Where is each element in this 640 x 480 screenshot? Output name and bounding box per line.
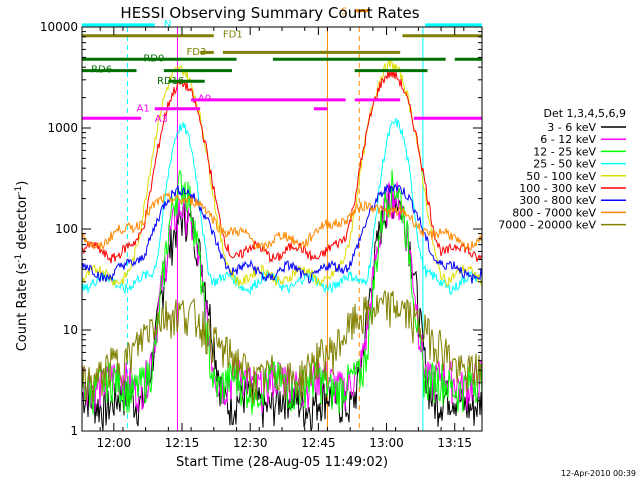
x-tick-label: 12:30 bbox=[233, 436, 268, 450]
series-line bbox=[81, 59, 483, 288]
series-line bbox=[81, 169, 483, 415]
legend-entry-label: 100 - 300 keV bbox=[519, 182, 596, 195]
legend-entry-label: 12 - 25 keV bbox=[533, 145, 596, 158]
chart-title: HESSI Observing Summary Count Rates bbox=[120, 4, 419, 22]
y-tick-label: 10000 bbox=[40, 20, 78, 34]
state-bar-label: A1 bbox=[137, 103, 150, 114]
footer-timestamp: 12-Apr-2010 00:39 bbox=[561, 469, 636, 478]
state-bar-label: N bbox=[164, 19, 171, 30]
legend-entry-label: 50 - 100 keV bbox=[526, 170, 596, 183]
x-tick-label: 13:15 bbox=[437, 436, 472, 450]
series-line bbox=[81, 69, 483, 264]
legend-entry-label: 3 - 6 keV bbox=[547, 121, 596, 134]
x-tick-label: 12:00 bbox=[97, 436, 132, 450]
state-bar-label: FD3 bbox=[187, 47, 207, 58]
state-bar-label: RD16 bbox=[157, 76, 184, 87]
state-bar-label: RD6 bbox=[91, 64, 112, 75]
legend-title: Det 1,3,4,5,6,9 bbox=[543, 107, 626, 120]
x-tick-label: 12:45 bbox=[301, 436, 336, 450]
series-line bbox=[81, 118, 483, 296]
legend-entry-label: 800 - 7000 keV bbox=[512, 206, 596, 219]
x-tick-label: 13:00 bbox=[369, 436, 404, 450]
y-axis-label-mid: detector bbox=[15, 194, 30, 254]
axis-layer: 12:00 12:15 12:30 12:45 13:00 13:15 1 10 100 1000… bbox=[40, 20, 483, 450]
series-layer bbox=[81, 59, 483, 432]
x-axis-label: Start Time (28-Aug-05 11:49:02) bbox=[176, 455, 388, 470]
legend-entry-label: 300 - 800 keV bbox=[519, 194, 596, 207]
state-bar-label: S bbox=[341, 7, 347, 18]
y-axis-label: Count Rate (s-1 detector-1) bbox=[14, 181, 30, 352]
attenuator-bar-layer: N FD1 FD3 RD0 RD6 RD16 A0 A1 A3 S bbox=[82, 7, 482, 125]
y-axis-label-exp1: -1 bbox=[14, 254, 24, 263]
y-tick-label: 10 bbox=[63, 323, 78, 337]
legend-entry-label: 25 - 50 keV bbox=[533, 158, 596, 171]
series-line bbox=[81, 191, 483, 253]
y-tick-label: 100 bbox=[55, 222, 78, 236]
legend-entry-label: 6 - 12 keV bbox=[540, 133, 596, 146]
y-axis-label-main: Count Rate (s bbox=[15, 263, 30, 352]
state-bar-label: FD1 bbox=[223, 30, 243, 41]
legend-entry-label: 7000 - 20000 keV bbox=[498, 219, 596, 232]
y-tick-label: 1000 bbox=[47, 121, 78, 135]
series-line bbox=[81, 290, 483, 404]
y-axis-label-exp2: -1 bbox=[14, 186, 24, 195]
x-tick-label: 12:15 bbox=[165, 436, 200, 450]
state-bar-label: A3 bbox=[155, 114, 168, 125]
series-line bbox=[81, 183, 483, 284]
state-bar-label: RD0 bbox=[143, 53, 164, 64]
y-axis-label-end: ) bbox=[15, 181, 30, 186]
y-tick-label: 1 bbox=[70, 424, 78, 438]
state-bar-label: A0 bbox=[198, 94, 211, 105]
